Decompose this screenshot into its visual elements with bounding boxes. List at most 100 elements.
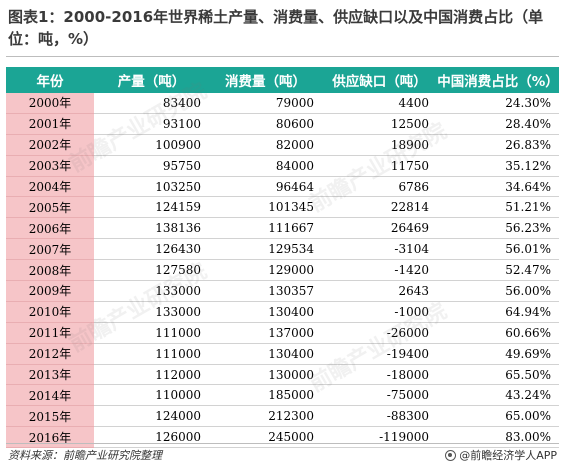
- supply-gap-cell: 11750: [322, 155, 437, 177]
- supply-gap-cell: -26000: [322, 322, 437, 344]
- year-cell: 2015年: [6, 405, 94, 428]
- china-share-cell: 35.12%: [437, 155, 559, 177]
- consumption-cell: 84000: [209, 155, 322, 177]
- supply-gap-cell: 22814: [322, 196, 437, 219]
- table-row: 2007年 126430 129534 -3104 56.01%: [6, 238, 559, 261]
- consumption-cell: 111667: [209, 217, 322, 240]
- brand-label: @前瞻经济学人APP: [459, 449, 557, 462]
- supply-gap-cell: 4400: [322, 93, 437, 114]
- circle-logo-icon: [445, 449, 457, 461]
- consumption-cell: 129534: [209, 238, 322, 261]
- production-cell: 93100: [94, 113, 209, 135]
- production-cell: 126000: [94, 426, 209, 449]
- consumption-cell: 82000: [209, 134, 322, 156]
- year-cell: 2011年: [6, 322, 94, 344]
- production-cell: 83400: [94, 93, 209, 114]
- year-cell: 2013年: [6, 364, 94, 386]
- year-cell: 2008年: [6, 259, 94, 282]
- china-share-cell: 56.01%: [437, 238, 559, 261]
- supply-gap-cell: -19400: [322, 343, 437, 365]
- supply-gap-cell: -18000: [322, 364, 437, 386]
- china-share-cell: 65.50%: [437, 364, 559, 386]
- table-row: 2008年 127580 129000 -1420 52.47%: [6, 259, 559, 282]
- consumption-cell: 130400: [209, 343, 322, 365]
- china-share-cell: 43.24%: [437, 384, 559, 407]
- header-production: 产量（吨）: [94, 67, 209, 93]
- brand-credit: @前瞻经济学人APP: [445, 447, 557, 463]
- table-row: 2013年 112000 130000 -18000 65.50%: [6, 364, 559, 386]
- table-row: 2002年 100900 82000 18900 26.83%: [6, 134, 559, 156]
- year-cell: 2014年: [6, 384, 94, 407]
- china-share-cell: 56.23%: [437, 217, 559, 240]
- top-divider: [6, 56, 559, 57]
- consumption-cell: 80600: [209, 113, 322, 135]
- bottom-divider: [6, 443, 559, 444]
- rare-earth-table: 年份 产量（吨） 消费量（吨） 供应缺口（吨） 中国消费占比（%） 2000年 8…: [6, 67, 559, 449]
- consumption-cell: 185000: [209, 384, 322, 407]
- china-share-cell: 51.21%: [437, 196, 559, 219]
- year-cell: 2005年: [6, 196, 94, 219]
- year-cell: 2003年: [6, 155, 94, 177]
- china-share-cell: 24.30%: [437, 93, 559, 114]
- production-cell: 133000: [94, 280, 209, 302]
- production-cell: 110000: [94, 384, 209, 407]
- china-share-cell: 34.64%: [437, 176, 559, 198]
- supply-gap-cell: 2643: [322, 280, 437, 302]
- supply-gap-cell: 26469: [322, 217, 437, 240]
- production-cell: 111000: [94, 343, 209, 365]
- table-row: 2012年 111000 130400 -19400 49.69%: [6, 343, 559, 365]
- production-cell: 138136: [94, 217, 209, 240]
- table-row: 2006年 138136 111667 26469 56.23%: [6, 217, 559, 240]
- consumption-cell: 130000: [209, 364, 322, 386]
- table-row: 2009年 133000 130357 2643 56.00%: [6, 280, 559, 302]
- china-share-cell: 60.66%: [437, 322, 559, 344]
- table-row: 2010年 133000 130400 -1000 64.94%: [6, 301, 559, 323]
- year-cell: 2007年: [6, 238, 94, 261]
- consumption-cell: 129000: [209, 259, 322, 282]
- consumption-cell: 212300: [209, 405, 322, 428]
- header-consumption: 消费量（吨）: [209, 67, 322, 93]
- consumption-cell: 137000: [209, 322, 322, 344]
- supply-gap-cell: -3104: [322, 238, 437, 261]
- production-cell: 103250: [94, 176, 209, 198]
- table-body: 2000年 83400 79000 4400 24.30% 2001年 93100 80600…: [6, 93, 559, 449]
- supply-gap-cell: -119000: [322, 426, 437, 449]
- production-cell: 95750: [94, 155, 209, 177]
- china-share-cell: 26.83%: [437, 134, 559, 156]
- consumption-cell: 101345: [209, 196, 322, 219]
- year-cell: 2004年: [6, 176, 94, 198]
- production-cell: 124000: [94, 405, 209, 428]
- china-share-cell: 65.00%: [437, 405, 559, 428]
- header-china-share: 中国消费占比（%）: [437, 67, 559, 93]
- production-cell: 100900: [94, 134, 209, 156]
- source-note: 资料来源：前瞻产业研究院整理: [8, 449, 162, 462]
- production-cell: 126430: [94, 238, 209, 261]
- year-cell: 2016年: [6, 426, 94, 449]
- consumption-cell: 130400: [209, 301, 322, 323]
- china-share-cell: 56.00%: [437, 280, 559, 302]
- table-row: 2000年 83400 79000 4400 24.30%: [6, 93, 559, 114]
- table-row: 2014年 110000 185000 -75000 43.24%: [6, 384, 559, 407]
- production-cell: 127580: [94, 259, 209, 282]
- year-cell: 2006年: [6, 217, 94, 240]
- supply-gap-cell: -1420: [322, 259, 437, 282]
- table-row: 2004年 103250 96464 6786 34.64%: [6, 176, 559, 198]
- consumption-cell: 96464: [209, 176, 322, 198]
- supply-gap-cell: -88300: [322, 405, 437, 428]
- supply-gap-cell: 6786: [322, 176, 437, 198]
- supply-gap-cell: 18900: [322, 134, 437, 156]
- header-row: 年份 产量（吨） 消费量（吨） 供应缺口（吨） 中国消费占比（%）: [6, 67, 559, 93]
- year-cell: 2012年: [6, 343, 94, 365]
- table-row: 2001年 93100 80600 12500 28.40%: [6, 113, 559, 135]
- production-cell: 124159: [94, 196, 209, 219]
- china-share-cell: 83.00%: [437, 426, 559, 449]
- consumption-cell: 245000: [209, 426, 322, 449]
- production-cell: 133000: [94, 301, 209, 323]
- year-cell: 2002年: [6, 134, 94, 156]
- china-share-cell: 64.94%: [437, 301, 559, 323]
- table-title: 图表1：2000-2016年世界稀土产量、消费量、供应缺口以及中国消费占比（单位…: [8, 8, 544, 48]
- year-cell: 2009年: [6, 280, 94, 302]
- china-share-cell: 49.69%: [437, 343, 559, 365]
- year-cell: 2001年: [6, 113, 94, 135]
- supply-gap-cell: -75000: [322, 384, 437, 407]
